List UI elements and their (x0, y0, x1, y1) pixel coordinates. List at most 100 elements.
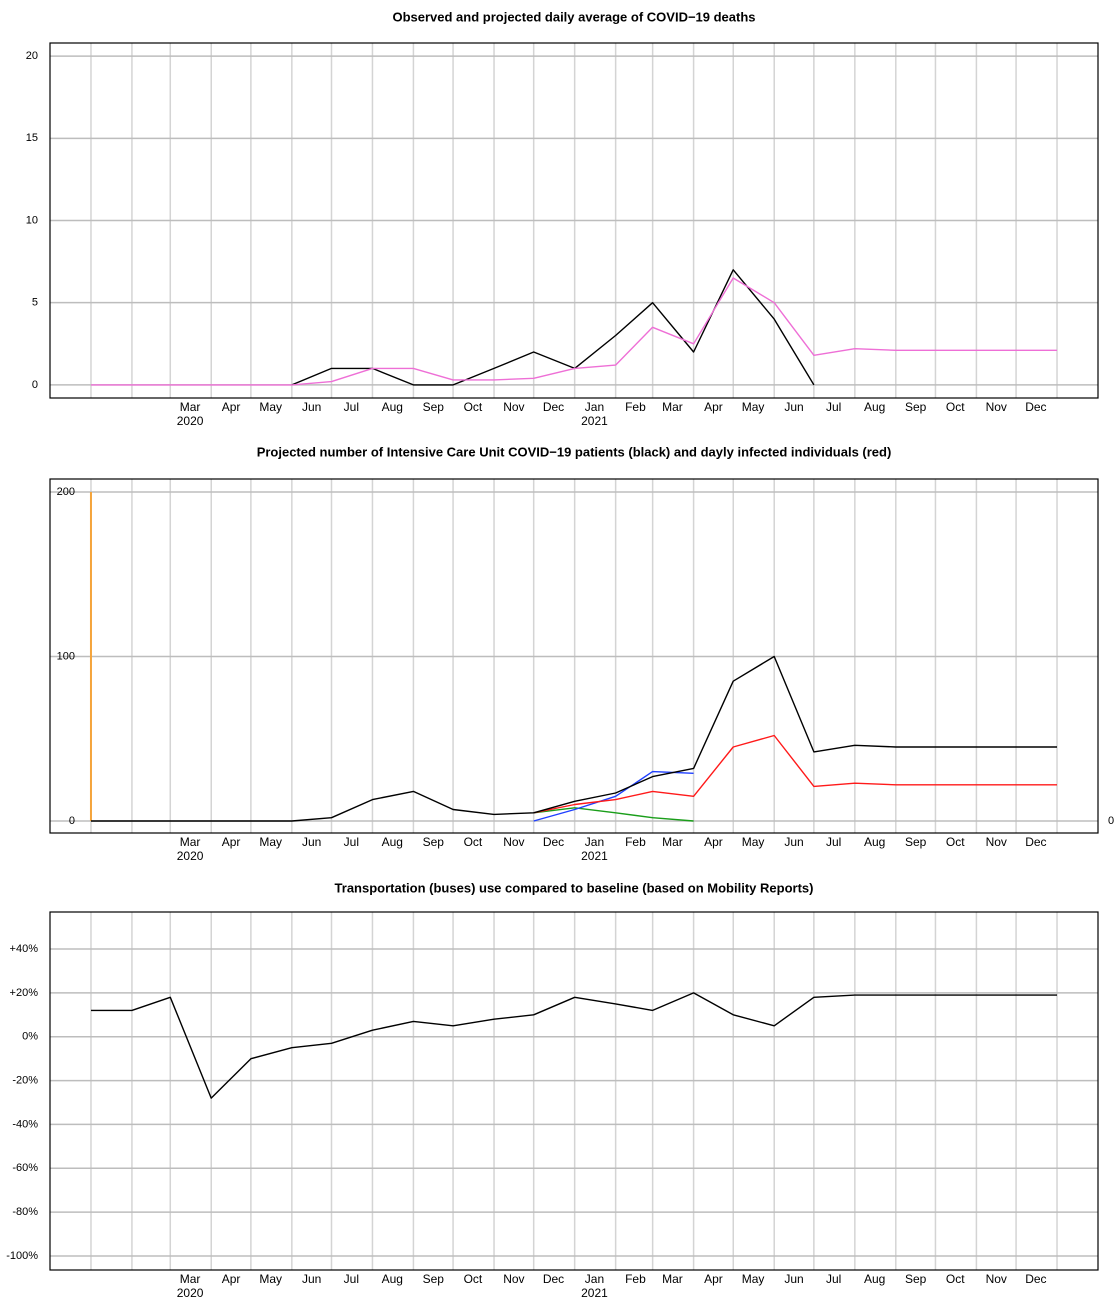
chart-title: Observed and projected daily average of … (392, 9, 755, 24)
x-tick-label: Oct (946, 1272, 965, 1286)
plot-frame (49, 911, 1099, 1271)
plot-frame (49, 42, 1099, 399)
x-tick-label: Nov (986, 835, 1007, 849)
x-year-label: 2021 (581, 1286, 608, 1300)
x-tick-label: Sep (423, 1272, 445, 1286)
x-tick-label: Apr (704, 400, 723, 414)
x-tick-label: Sep (905, 835, 927, 849)
x-tick-label: Sep (423, 835, 445, 849)
x-tick-label: May (742, 1272, 765, 1286)
x-tick-label: Mar (180, 1272, 201, 1286)
chart-title: Projected number of Intensive Care Unit … (257, 444, 892, 459)
x-tick-label: Dec (543, 1272, 564, 1286)
x-tick-label: Sep (905, 1272, 927, 1286)
x-tick-label: Mar (180, 400, 201, 414)
y-tick-label: 20 (26, 50, 38, 62)
x-tick-label: Mar (180, 835, 201, 849)
x-tick-label: Jun (784, 400, 803, 414)
x-tick-label: Jan (585, 835, 604, 849)
x-year-label: 2020 (177, 849, 204, 863)
x-tick-label: Oct (464, 1272, 483, 1286)
series-line (533, 807, 694, 822)
x-tick-label: Dec (543, 835, 564, 849)
series-line (91, 992, 1057, 1099)
y-tick-label: +20% (10, 987, 39, 999)
plot-frame (49, 478, 1099, 834)
x-tick-label: May (259, 1272, 282, 1286)
y-tick-label: -20% (12, 1074, 38, 1086)
x-tick-label: Aug (864, 835, 885, 849)
y-tick-label: +40% (10, 943, 39, 955)
x-tick-label: Jan (585, 400, 604, 414)
x-tick-label: Feb (625, 400, 646, 414)
x-tick-label: Nov (503, 835, 524, 849)
x-tick-label: Aug (382, 400, 403, 414)
x-tick-label: Jun (784, 835, 803, 849)
x-tick-label: Oct (946, 400, 965, 414)
x-tick-label: Oct (464, 400, 483, 414)
x-tick-label: Aug (864, 1272, 885, 1286)
x-tick-label: Oct (946, 835, 965, 849)
x-tick-label: Nov (503, 1272, 524, 1286)
y-tick-label: 5 (32, 297, 38, 309)
x-tick-label: Oct (464, 835, 483, 849)
x-tick-label: Jul (344, 835, 359, 849)
x-tick-label: Nov (986, 1272, 1007, 1286)
x-tick-label: May (742, 835, 765, 849)
x-tick-label: Apr (704, 835, 723, 849)
y-tick-label: -60% (12, 1162, 38, 1174)
x-year-label: 2021 (581, 849, 608, 863)
x-tick-label: May (742, 400, 765, 414)
x-tick-label: Jan (585, 1272, 604, 1286)
y2-tick-label: 0 (1108, 815, 1114, 827)
x-tick-label: Jul (826, 835, 841, 849)
x-tick-label: Mar (662, 1272, 683, 1286)
series-line (91, 655, 1057, 822)
x-tick-label: Jul (344, 1272, 359, 1286)
x-tick-label: Mar (662, 400, 683, 414)
x-tick-label: May (259, 400, 282, 414)
x-tick-label: Feb (625, 835, 646, 849)
x-tick-label: Aug (382, 835, 403, 849)
x-tick-label: Dec (1025, 835, 1046, 849)
series-line (533, 770, 694, 822)
x-tick-label: Apr (222, 835, 241, 849)
y-tick-label: 100 (57, 650, 75, 662)
x-tick-label: Jul (344, 400, 359, 414)
x-tick-label: Dec (1025, 400, 1046, 414)
x-tick-label: Jun (302, 1272, 321, 1286)
x-tick-label: Nov (503, 400, 524, 414)
y-tick-label: 200 (57, 486, 75, 498)
y-tick-label: -100% (6, 1250, 38, 1262)
series-line (91, 277, 1057, 386)
y-tick-label: 15 (26, 132, 38, 144)
x-tick-label: Mar (662, 835, 683, 849)
x-year-label: 2020 (177, 414, 204, 428)
x-tick-label: Dec (543, 400, 564, 414)
series-line (533, 734, 1057, 814)
y-tick-label: -40% (12, 1118, 38, 1130)
y-tick-label: 0% (22, 1031, 38, 1043)
y-tick-label: -80% (12, 1206, 38, 1218)
x-tick-label: May (259, 835, 282, 849)
x-tick-label: Sep (905, 400, 927, 414)
x-tick-label: Aug (382, 1272, 403, 1286)
x-tick-label: Feb (625, 1272, 646, 1286)
x-tick-label: Jul (826, 400, 841, 414)
y-tick-label: 0 (32, 379, 38, 391)
x-tick-label: Jun (784, 1272, 803, 1286)
x-tick-label: Apr (704, 1272, 723, 1286)
x-year-label: 2020 (177, 1286, 204, 1300)
y-tick-label: 0 (69, 815, 75, 827)
x-tick-label: Jul (826, 1272, 841, 1286)
chart-title: Transportation (buses) use compared to b… (335, 880, 814, 895)
x-year-label: 2021 (581, 414, 608, 428)
x-tick-label: Jun (302, 835, 321, 849)
x-tick-label: Nov (986, 400, 1007, 414)
x-tick-label: Aug (864, 400, 885, 414)
y-tick-label: 10 (26, 214, 38, 226)
x-tick-label: Dec (1025, 1272, 1046, 1286)
x-tick-label: Apr (222, 1272, 241, 1286)
